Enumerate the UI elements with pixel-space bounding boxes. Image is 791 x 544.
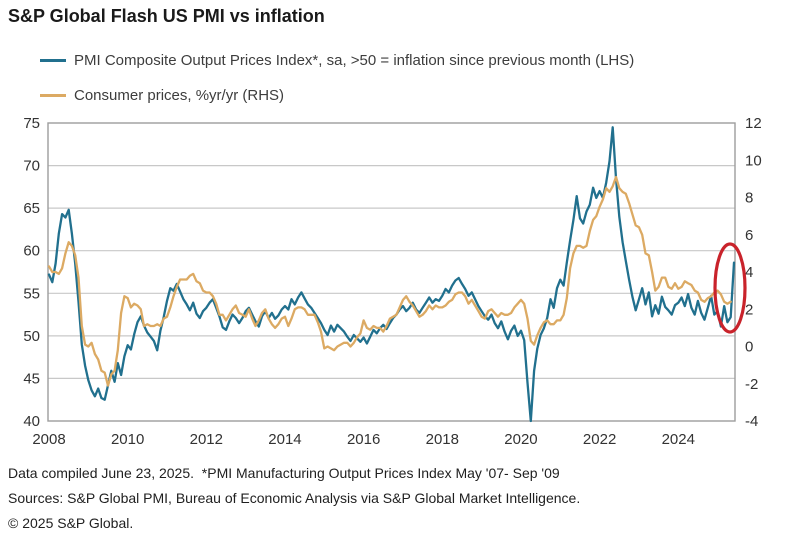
footnotes: Data compiled June 23, 2025. *PMI Manufa… <box>8 461 580 536</box>
pmi-line-swatch-icon <box>40 59 66 62</box>
page-title: S&P Global Flash US PMI vs inflation <box>8 6 325 26</box>
left-axis-tick-label: 70 <box>23 158 40 175</box>
left-axis-tick-label: 75 <box>23 115 40 132</box>
right-axis-tick-label: -4 <box>745 413 758 430</box>
footnote-copyright: © 2025 S&P Global. <box>8 515 134 531</box>
right-axis-tick-label: 6 <box>745 227 753 244</box>
footnote-data-compiled: Data compiled June 23, 2025. *PMI Manufa… <box>8 465 560 481</box>
consumer-prices-line <box>47 175 732 387</box>
left-axis-tick-label: 65 <box>23 200 40 217</box>
x-axis-tick-label: 2016 <box>347 431 380 448</box>
pmi-inflation-chart: 75 70 65 60 55 50 45 40 12 10 8 6 4 2 0 -2 -4 2008 2010 201… <box>23 115 762 448</box>
right-axis-tick-label: 0 <box>745 339 753 356</box>
right-axis-tick-label: -2 <box>745 376 758 393</box>
footnote-sources: Sources: S&P Global PMI, Bureau of Econo… <box>8 490 581 506</box>
right-axis-tick-label: 4 <box>745 264 753 281</box>
x-axis-tick-label: 2008 <box>32 431 65 448</box>
left-axis-tick-label: 50 <box>23 328 40 345</box>
legend: PMI Composite Output Prices Index*, sa, … <box>40 52 635 123</box>
right-axis-tick-label: 8 <box>745 190 753 207</box>
right-axis-tick-label: 10 <box>745 152 762 169</box>
x-axis-tick-label: 2010 <box>111 431 144 448</box>
right-axis-tick-label: 12 <box>745 115 762 132</box>
left-axis-tick-label: 40 <box>23 413 40 430</box>
highlight-ellipse <box>713 242 747 334</box>
legend-item-cpi: Consumer prices, %yr/yr (RHS) <box>40 87 634 104</box>
x-axis-tick-label: 2024 <box>662 431 695 448</box>
left-axis-tick-label: 60 <box>23 243 40 260</box>
x-axis-tick-label: 2018 <box>426 431 459 448</box>
legend-label-cpi: Consumer prices, %yr/yr (RHS) <box>74 87 285 104</box>
x-axis-tick-label: 2022 <box>583 431 616 448</box>
pmi-output-prices-line <box>47 126 736 423</box>
cpi-line-swatch-icon <box>40 94 66 97</box>
x-axis-tick-label: 2012 <box>190 431 223 448</box>
legend-label-pmi: PMI Composite Output Prices Index*, sa, … <box>74 52 635 69</box>
legend-item-pmi: PMI Composite Output Prices Index*, sa, … <box>40 52 635 69</box>
left-axis-tick-label: 45 <box>23 370 40 387</box>
left-axis-tick-label: 55 <box>23 285 40 302</box>
right-axis-tick-label: 2 <box>745 301 753 318</box>
x-axis-tick-label: 2014 <box>268 431 301 448</box>
plot-border <box>47 122 736 422</box>
x-axis-tick-label: 2020 <box>504 431 537 448</box>
